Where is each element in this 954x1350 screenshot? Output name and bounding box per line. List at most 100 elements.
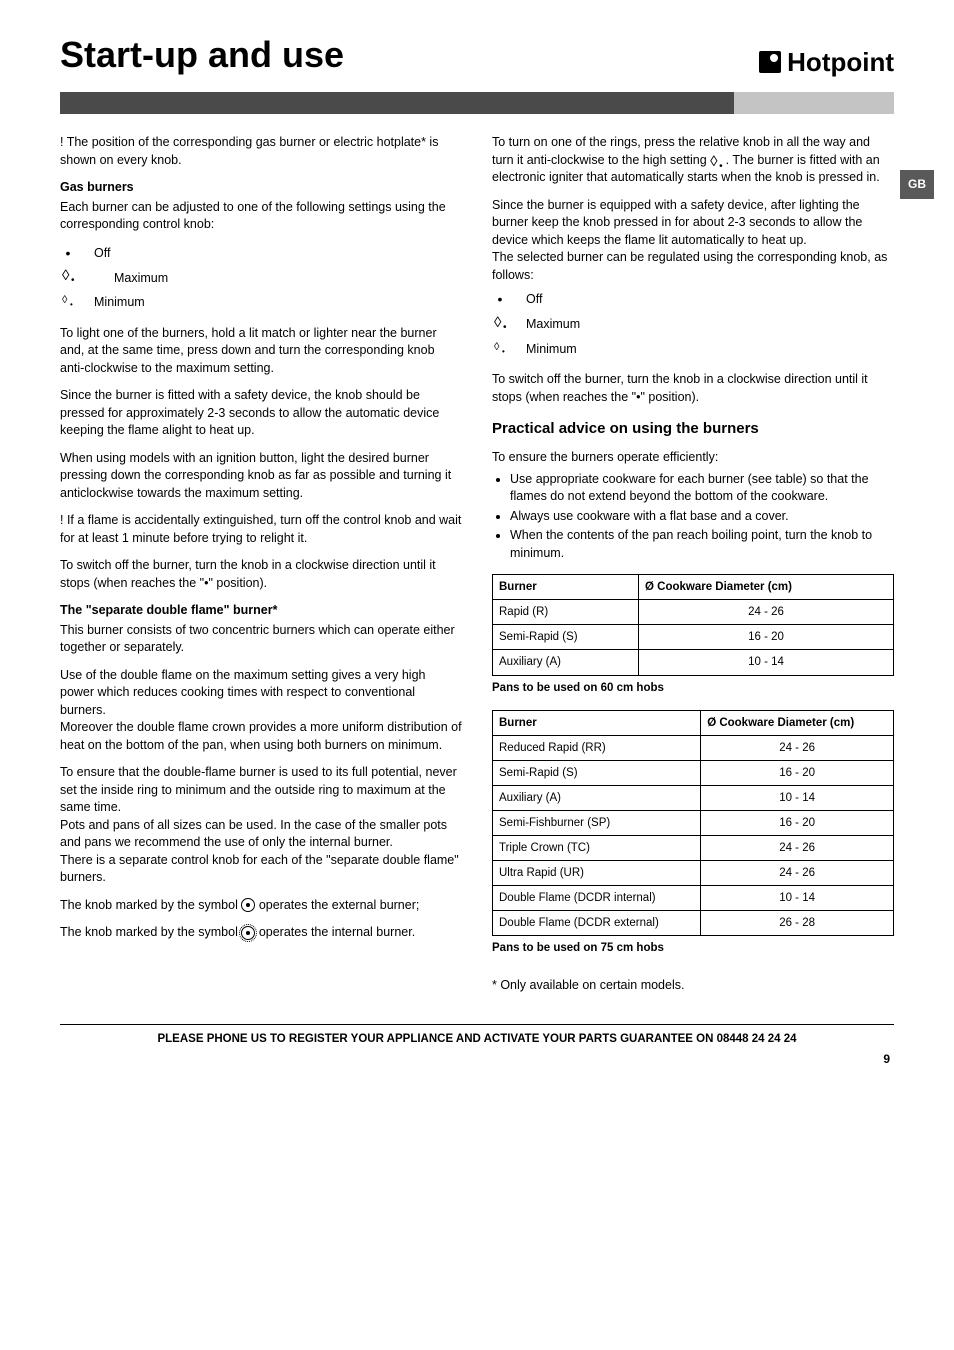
table-cell: Auxiliary (A) bbox=[493, 785, 701, 810]
table-cell: 16 - 20 bbox=[639, 625, 894, 650]
header-bar-light bbox=[734, 92, 894, 114]
sep-p5: There is a separate control knob for eac… bbox=[60, 852, 462, 887]
table-cell: Triple Crown (TC) bbox=[493, 836, 701, 861]
sep-p1: This burner consists of two concentric b… bbox=[60, 622, 462, 657]
flame-small-icon bbox=[60, 293, 76, 313]
advice-item: Always use cookware with a flat base and… bbox=[510, 508, 894, 526]
page-title: Start-up and use bbox=[60, 30, 344, 80]
knob-ext-pre: The knob marked by the symbol bbox=[60, 898, 241, 912]
intro-warning: ! The position of the corresponding gas … bbox=[60, 134, 462, 169]
footer: PLEASE PHONE US TO REGISTER YOUR APPLIAN… bbox=[60, 1024, 894, 1068]
table-row: Auxiliary (A)10 - 14 bbox=[493, 650, 894, 675]
brand-name: Hotpoint bbox=[787, 44, 894, 80]
table-row: Rapid (R)24 - 26 bbox=[493, 600, 894, 625]
table-cell: 10 - 14 bbox=[701, 785, 894, 810]
setting-label: Maximum bbox=[526, 316, 580, 334]
right-column: To turn on one of the rings, press the r… bbox=[492, 134, 894, 1004]
table-header: Ø Cookware Diameter (cm) bbox=[701, 710, 894, 735]
setting-max: Maximum bbox=[60, 268, 462, 288]
flame-large-icon bbox=[492, 315, 508, 335]
ring-external-icon bbox=[241, 898, 255, 912]
cookware-table-75: Burner Ø Cookware Diameter (cm) Reduced … bbox=[492, 710, 894, 937]
advice-item: Use appropriate cookware for each burner… bbox=[510, 471, 894, 506]
table-cell: 24 - 26 bbox=[701, 861, 894, 886]
table-cell: Ultra Rapid (UR) bbox=[493, 861, 701, 886]
setting-off: • Off bbox=[492, 290, 894, 310]
table-cell: 26 - 28 bbox=[701, 911, 894, 936]
ring-internal-icon bbox=[241, 926, 255, 940]
para-light: To light one of the burners, hold a lit … bbox=[60, 325, 462, 378]
settings-list-right: • Off Maximum Minimum bbox=[492, 290, 894, 359]
setting-min: Minimum bbox=[60, 293, 462, 313]
turn-on-para: To turn on one of the rings, press the r… bbox=[492, 134, 894, 187]
header-bar bbox=[60, 92, 894, 114]
sep-p3: Moreover the double flame crown provides… bbox=[60, 719, 462, 754]
brand-logo-icon bbox=[759, 51, 781, 73]
setting-label: Off bbox=[94, 245, 110, 263]
table-cell: 24 - 26 bbox=[639, 600, 894, 625]
setting-label: Minimum bbox=[526, 341, 577, 359]
left-column: ! The position of the corresponding gas … bbox=[60, 134, 462, 1004]
table-cell: Semi-Rapid (S) bbox=[493, 625, 639, 650]
table-cell: 10 - 14 bbox=[701, 886, 894, 911]
table-cell: 10 - 14 bbox=[639, 650, 894, 675]
table-row: Auxiliary (A)10 - 14 bbox=[493, 785, 894, 810]
knob-int-pre: The knob marked by the symbol bbox=[60, 925, 241, 939]
regulate-para: The selected burner can be regulated usi… bbox=[492, 249, 894, 284]
table-row: Triple Crown (TC)24 - 26 bbox=[493, 836, 894, 861]
setting-label: Minimum bbox=[94, 294, 145, 312]
settings-list-left: • Off Maximum Minimum bbox=[60, 244, 462, 313]
table-cell: Auxiliary (A) bbox=[493, 650, 639, 675]
sep-bold: To ensure that the double-flame burner i… bbox=[60, 765, 457, 814]
separate-heading: The "separate double flame" burner* bbox=[60, 602, 462, 620]
para-safety: Since the burner is fitted with a safety… bbox=[60, 387, 462, 440]
table-row: Double Flame (DCDR external)26 - 28 bbox=[493, 911, 894, 936]
flame-small-icon bbox=[492, 340, 508, 360]
off-icon: • bbox=[492, 290, 508, 310]
table-cell: 24 - 26 bbox=[701, 735, 894, 760]
safety-pre: Since the burner is equipped with a safe… bbox=[492, 198, 767, 212]
advice-item: When the contents of the pan reach boili… bbox=[510, 527, 894, 562]
table2-caption: Pans to be used on 75 cm hobs bbox=[492, 940, 894, 956]
table-cell: Semi-Fishburner (SP) bbox=[493, 811, 701, 836]
table-cell: 16 - 20 bbox=[701, 811, 894, 836]
table-cell: Double Flame (DCDR internal) bbox=[493, 886, 701, 911]
table-cell: Semi-Rapid (S) bbox=[493, 760, 701, 785]
cookware-table-60: Burner Ø Cookware Diameter (cm) Rapid (R… bbox=[492, 574, 894, 675]
gas-burners-heading: Gas burners bbox=[60, 179, 462, 197]
para-switchoff: To switch off the burner, turn the knob … bbox=[60, 557, 462, 592]
table-row: Semi-Rapid (S)16 - 20 bbox=[493, 625, 894, 650]
sep-p2: Use of the double flame on the maximum s… bbox=[60, 667, 462, 720]
safety-device-para: Since the burner is equipped with a safe… bbox=[492, 197, 894, 250]
language-tab: GB bbox=[900, 170, 934, 199]
off-icon: • bbox=[60, 244, 76, 264]
setting-label: Maximum bbox=[114, 270, 168, 288]
table-cell: Rapid (R) bbox=[493, 600, 639, 625]
table-header: Burner bbox=[493, 710, 701, 735]
setting-min: Minimum bbox=[492, 340, 894, 360]
knob-int-post: operates the internal burner. bbox=[259, 925, 415, 939]
advice-list: Use appropriate cookware for each burner… bbox=[492, 471, 894, 563]
setting-label: Off bbox=[526, 291, 542, 309]
para-ignition: When using models with an ignition butto… bbox=[60, 450, 462, 503]
flame-large-icon bbox=[60, 268, 76, 288]
para-extinguish: ! If a flame is accidentally extinguishe… bbox=[60, 512, 462, 547]
table-row: Semi-Rapid (S)16 - 20 bbox=[493, 760, 894, 785]
table-row: Double Flame (DCDR internal)10 - 14 bbox=[493, 886, 894, 911]
brand-block: Hotpoint bbox=[759, 44, 894, 80]
gas-burners-intro: Each burner can be adjusted to one of th… bbox=[60, 199, 462, 234]
table1-caption: Pans to be used on 60 cm hobs bbox=[492, 680, 894, 696]
advice-heading: Practical advice on using the burners bbox=[492, 418, 894, 439]
table-cell: Reduced Rapid (RR) bbox=[493, 735, 701, 760]
table-header: Ø Cookware Diameter (cm) bbox=[639, 575, 894, 600]
table-header: Burner bbox=[493, 575, 639, 600]
footer-text: PLEASE PHONE US TO REGISTER YOUR APPLIAN… bbox=[60, 1031, 894, 1047]
switchoff-right: To switch off the burner, turn the knob … bbox=[492, 371, 894, 406]
page-number: 9 bbox=[60, 1051, 894, 1068]
table-row: Reduced Rapid (RR)24 - 26 bbox=[493, 735, 894, 760]
advice-intro: To ensure the burners operate efficientl… bbox=[492, 449, 894, 467]
flame-large-inline-icon bbox=[710, 154, 722, 168]
table-row: Ultra Rapid (UR)24 - 26 bbox=[493, 861, 894, 886]
setting-off: • Off bbox=[60, 244, 462, 264]
table-row: Semi-Fishburner (SP)16 - 20 bbox=[493, 811, 894, 836]
